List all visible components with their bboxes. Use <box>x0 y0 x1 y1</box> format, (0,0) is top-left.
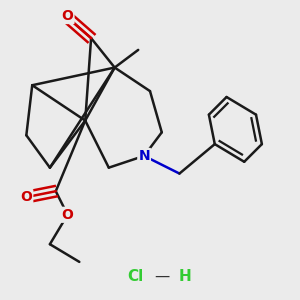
Text: O: O <box>20 190 32 204</box>
Text: O: O <box>61 9 74 23</box>
Text: O: O <box>61 208 74 222</box>
Text: Cl: Cl <box>127 269 143 284</box>
Text: H: H <box>179 269 192 284</box>
Text: N: N <box>138 149 150 163</box>
Text: —: — <box>154 269 170 284</box>
